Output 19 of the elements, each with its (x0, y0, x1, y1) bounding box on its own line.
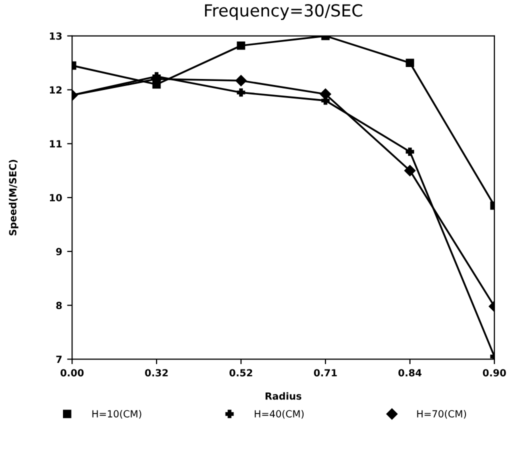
y-tick-label: 13 (50, 32, 62, 40)
x-tick-label: 0.00 (60, 369, 84, 376)
y-tick-label: 12 (50, 86, 62, 94)
x-tick-label: 0.84 (398, 369, 422, 376)
y-tick-label: 8 (56, 302, 62, 310)
x-tick-label: 0.52 (229, 369, 252, 376)
x-tick-label: 0.71 (314, 369, 337, 376)
x-tick-label: 0.90 (482, 369, 506, 376)
x-axis-title: Radius (266, 392, 302, 400)
y-tick-label: 7 (56, 356, 62, 363)
y-tick-label: 9 (56, 248, 62, 256)
legend-label: H=40(CM) (254, 410, 304, 419)
legend-label: H=70(CM) (417, 410, 466, 419)
y-tick-label: 10 (50, 194, 62, 202)
y-tick-label: 11 (50, 140, 62, 148)
y-axis-title: Speed(M/SEC) (8, 160, 18, 236)
chart-title: Frequency=30/SEC (205, 4, 362, 20)
x-tick-label: 0.32 (145, 369, 168, 376)
legend-label: H=10(CM) (92, 410, 142, 419)
